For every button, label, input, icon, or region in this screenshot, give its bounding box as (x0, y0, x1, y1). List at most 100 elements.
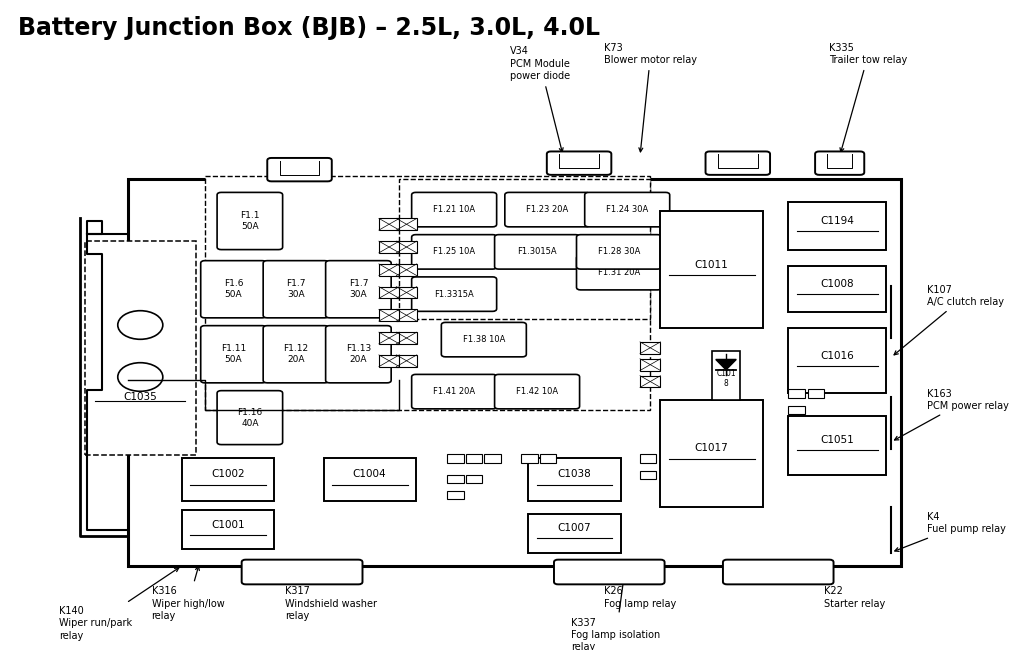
FancyBboxPatch shape (547, 151, 611, 175)
Bar (808, 389, 824, 398)
FancyBboxPatch shape (412, 277, 497, 311)
Bar (379, 287, 399, 298)
FancyBboxPatch shape (326, 261, 391, 318)
Text: C1194: C1194 (820, 216, 854, 226)
Text: F1.24 30A: F1.24 30A (606, 205, 648, 214)
Text: F1.38 10A: F1.38 10A (463, 335, 505, 344)
Bar (640, 342, 660, 354)
Text: F1.21 10A: F1.21 10A (433, 205, 475, 214)
Bar (466, 474, 482, 483)
Text: C1001: C1001 (212, 519, 245, 530)
FancyBboxPatch shape (815, 151, 864, 175)
Text: F1.16
40A: F1.16 40A (238, 408, 262, 428)
Text: C101
8: C101 8 (716, 369, 736, 388)
FancyBboxPatch shape (267, 158, 332, 181)
Text: F1.12
20A: F1.12 20A (284, 344, 308, 364)
FancyBboxPatch shape (263, 326, 329, 383)
Text: F1.42 10A: F1.42 10A (516, 387, 558, 396)
Text: C1002: C1002 (212, 469, 245, 479)
FancyBboxPatch shape (495, 374, 580, 409)
Text: F1.1
50A: F1.1 50A (240, 211, 260, 231)
Bar (379, 309, 399, 321)
Bar (660, 211, 763, 328)
Bar (85, 240, 196, 455)
Bar (447, 474, 464, 483)
Bar (640, 454, 656, 463)
FancyBboxPatch shape (585, 192, 670, 227)
Bar (379, 218, 399, 230)
Text: V34
PCM Module
power diode: V34 PCM Module power diode (510, 46, 570, 152)
Bar (182, 510, 274, 549)
Bar (379, 355, 399, 367)
Bar (788, 389, 805, 398)
Text: K316
Wiper high/low
relay: K316 Wiper high/low relay (152, 566, 224, 621)
Bar (660, 400, 763, 507)
Text: Battery Junction Box (BJB) – 2.5L, 3.0L, 4.0L: Battery Junction Box (BJB) – 2.5L, 3.0L,… (18, 16, 600, 40)
Bar (379, 264, 399, 276)
Bar (540, 454, 556, 463)
Bar (484, 454, 501, 463)
Bar (528, 458, 621, 501)
Text: F1.28 30A: F1.28 30A (598, 248, 640, 256)
FancyBboxPatch shape (201, 261, 266, 318)
FancyBboxPatch shape (505, 192, 590, 227)
Bar (788, 406, 805, 414)
FancyBboxPatch shape (706, 151, 770, 175)
Text: K107
A/C clutch relay: K107 A/C clutch relay (894, 285, 1004, 355)
Bar (396, 309, 417, 321)
Bar (379, 241, 399, 253)
FancyBboxPatch shape (412, 374, 497, 409)
FancyBboxPatch shape (217, 192, 283, 250)
Text: C1008: C1008 (820, 279, 854, 289)
Text: F1.11
50A: F1.11 50A (221, 344, 246, 364)
Bar (528, 514, 621, 552)
Bar (379, 332, 399, 344)
Bar (788, 266, 886, 312)
Text: C1007: C1007 (558, 523, 591, 533)
FancyBboxPatch shape (263, 261, 329, 318)
Text: K163
PCM power relay: K163 PCM power relay (895, 389, 1009, 440)
FancyBboxPatch shape (412, 192, 497, 227)
Text: K317
Windshield washer
relay: K317 Windshield washer relay (285, 566, 377, 621)
Text: C1011: C1011 (695, 259, 728, 270)
Bar (396, 241, 417, 253)
Bar (788, 202, 886, 250)
Text: K4
Fuel pump relay: K4 Fuel pump relay (895, 512, 1006, 551)
Bar (640, 471, 656, 479)
FancyBboxPatch shape (201, 326, 266, 383)
Bar (182, 458, 274, 501)
FancyBboxPatch shape (412, 235, 497, 269)
Polygon shape (716, 359, 736, 370)
FancyBboxPatch shape (495, 235, 580, 269)
Bar (640, 359, 660, 370)
Bar (788, 416, 886, 474)
Text: K337
Fog lamp isolation
relay: K337 Fog lamp isolation relay (571, 576, 660, 650)
Bar (396, 355, 417, 367)
Text: F1.23 20A: F1.23 20A (526, 205, 568, 214)
FancyBboxPatch shape (577, 255, 662, 290)
Bar (396, 287, 417, 298)
FancyBboxPatch shape (723, 560, 834, 584)
FancyBboxPatch shape (554, 560, 665, 584)
FancyBboxPatch shape (441, 322, 526, 357)
Text: K73
Blower motor relay: K73 Blower motor relay (604, 43, 697, 152)
Bar (640, 376, 660, 387)
Bar (396, 264, 417, 276)
Text: F1.3315A: F1.3315A (434, 290, 474, 298)
FancyBboxPatch shape (217, 391, 283, 445)
Bar (712, 351, 740, 400)
FancyBboxPatch shape (326, 326, 391, 383)
Text: K22
Starter relay: K22 Starter relay (802, 564, 886, 608)
Text: F1.13
20A: F1.13 20A (346, 344, 371, 364)
Text: C1016: C1016 (820, 350, 854, 361)
Bar (128, 179, 901, 566)
Bar (396, 218, 417, 230)
Bar (396, 332, 417, 344)
Text: F1.6
50A: F1.6 50A (223, 280, 244, 299)
FancyBboxPatch shape (577, 235, 662, 269)
Bar (399, 179, 650, 318)
Text: K140
Wiper run/park
relay: K140 Wiper run/park relay (59, 568, 179, 641)
Bar (447, 491, 464, 499)
Text: K335
Trailer tow relay: K335 Trailer tow relay (829, 43, 907, 152)
Bar (205, 176, 650, 410)
